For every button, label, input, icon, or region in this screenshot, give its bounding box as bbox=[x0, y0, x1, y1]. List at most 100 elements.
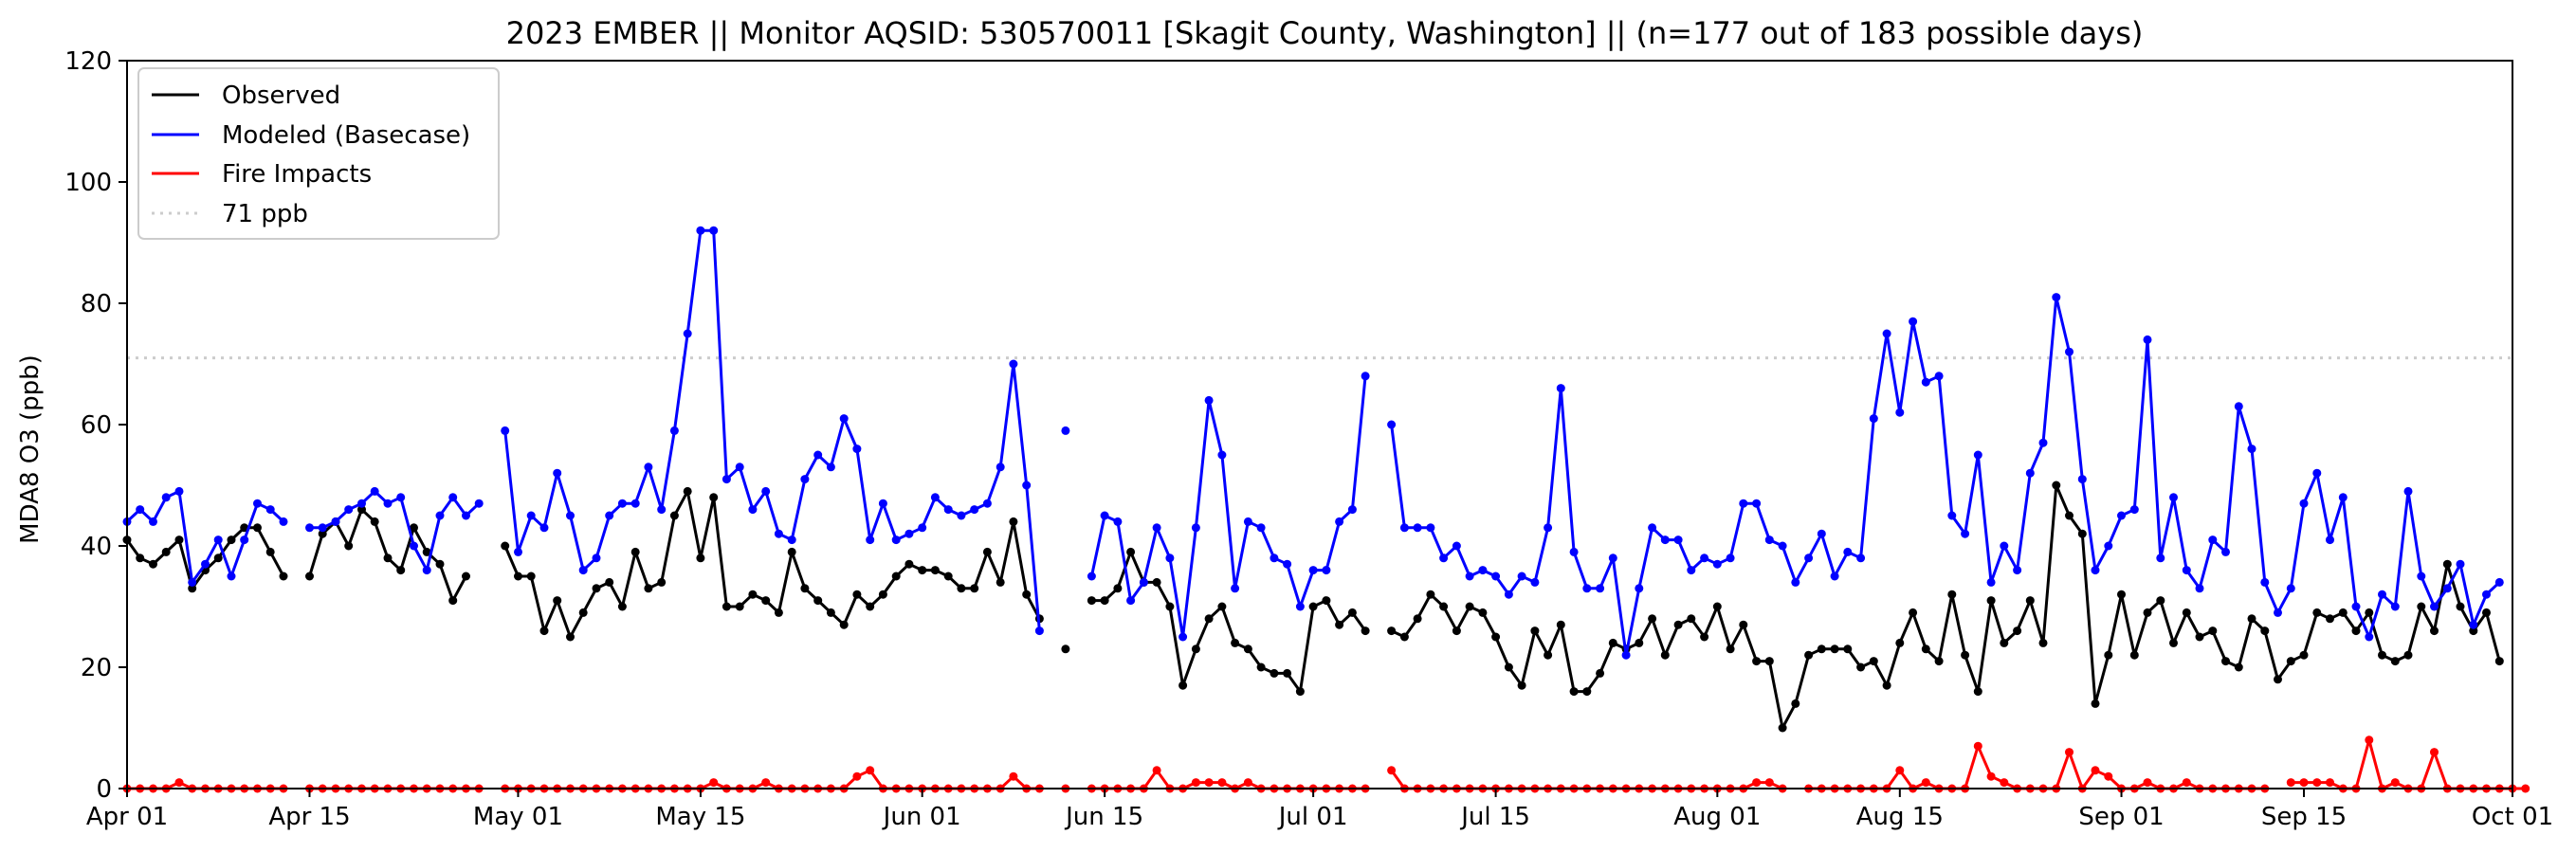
data-point-observed bbox=[174, 535, 184, 545]
data-point-observed bbox=[553, 596, 562, 606]
data-point-modeled-basecase bbox=[1582, 584, 1592, 593]
data-point-modeled-basecase bbox=[1204, 395, 1214, 405]
data-point-modeled-basecase bbox=[800, 475, 810, 484]
chart-title: 2023 EMBER || Monitor AQSID: 530570011 [… bbox=[506, 15, 2144, 51]
data-point-modeled-basecase bbox=[1556, 384, 1565, 393]
x-tick-label: Aug 15 bbox=[1856, 803, 1944, 831]
data-point-modeled-basecase bbox=[996, 463, 1005, 472]
data-point-modeled-basecase bbox=[957, 511, 966, 520]
data-point-observed bbox=[1504, 662, 1513, 672]
data-point-modeled-basecase bbox=[918, 523, 927, 533]
series-line-modeled-basecase bbox=[309, 489, 481, 572]
data-point-modeled-basecase bbox=[1596, 584, 1605, 593]
data-point-modeled-basecase bbox=[1034, 626, 1044, 636]
data-point-modeled-basecase bbox=[2117, 511, 2126, 520]
data-point-modeled-basecase bbox=[1843, 547, 1853, 556]
data-point-observed bbox=[1491, 632, 1501, 642]
data-point-modeled-basecase bbox=[1426, 523, 1435, 533]
data-point-observed bbox=[657, 577, 667, 587]
data-point-modeled-basecase bbox=[2456, 559, 2465, 569]
data-point-modeled-basecase bbox=[1139, 577, 1148, 587]
data-point-observed bbox=[2234, 662, 2243, 672]
data-point-observed bbox=[1673, 620, 1683, 629]
data-point-modeled-basecase bbox=[1804, 554, 1814, 563]
data-point-modeled-basecase bbox=[462, 511, 470, 520]
data-point-fire-impacts bbox=[866, 766, 875, 775]
data-point-observed bbox=[1165, 602, 1175, 611]
data-point-observed bbox=[435, 559, 445, 569]
data-point-observed bbox=[161, 547, 171, 556]
data-point-observed bbox=[1700, 632, 1709, 642]
data-point-observed bbox=[2390, 657, 2400, 666]
data-point-observed bbox=[2338, 608, 2348, 617]
data-point-observed bbox=[1648, 614, 1657, 624]
data-point-modeled-basecase bbox=[630, 499, 640, 508]
data-point-modeled-basecase bbox=[709, 226, 719, 235]
data-point-observed bbox=[1973, 687, 1982, 697]
data-point-modeled-basecase bbox=[514, 547, 522, 556]
data-point-modeled-basecase bbox=[592, 554, 601, 563]
data-point-observed bbox=[2482, 608, 2491, 617]
data-point-fire-impacts bbox=[2091, 766, 2100, 775]
data-point-modeled-basecase bbox=[2326, 535, 2334, 545]
data-point-modeled-basecase bbox=[410, 541, 418, 551]
data-point-modeled-basecase bbox=[1752, 499, 1762, 508]
data-point-observed bbox=[839, 620, 849, 629]
data-point-modeled-basecase bbox=[2299, 499, 2309, 508]
data-point-observed bbox=[1439, 602, 1449, 611]
data-point-observed bbox=[2274, 675, 2282, 684]
data-point-observed bbox=[279, 572, 288, 581]
data-point-modeled-basecase bbox=[1452, 541, 1461, 551]
data-point-observed bbox=[2013, 626, 2022, 636]
data-point-modeled-basecase bbox=[1191, 523, 1200, 533]
data-point-fire-impacts bbox=[1009, 771, 1018, 781]
x-tick-label: Jun 01 bbox=[882, 803, 961, 831]
data-point-modeled-basecase bbox=[1673, 535, 1683, 545]
data-point-modeled-basecase bbox=[136, 505, 145, 515]
data-point-observed bbox=[1909, 608, 1918, 617]
data-point-modeled-basecase bbox=[566, 511, 575, 520]
series-line-fire-impacts bbox=[1808, 744, 2265, 790]
data-point-modeled-basecase bbox=[2274, 608, 2282, 617]
data-point-modeled-basecase bbox=[2247, 445, 2256, 454]
data-point-modeled-basecase bbox=[669, 426, 679, 435]
data-point-modeled-basecase bbox=[2182, 566, 2191, 575]
data-point-observed bbox=[422, 547, 431, 556]
data-point-modeled-basecase bbox=[904, 529, 914, 538]
data-point-observed bbox=[357, 505, 366, 515]
data-point-modeled-basecase bbox=[318, 523, 327, 533]
data-point-modeled-basecase bbox=[1530, 577, 1540, 587]
data-point-modeled-basecase bbox=[1817, 529, 1826, 538]
data-point-modeled-basecase bbox=[2195, 584, 2204, 593]
data-point-modeled-basecase bbox=[2065, 347, 2074, 356]
data-point-observed bbox=[630, 547, 640, 556]
data-point-observed bbox=[1243, 644, 1252, 654]
data-point-observed bbox=[1022, 590, 1032, 599]
data-point-observed bbox=[1687, 614, 1696, 624]
data-point-observed bbox=[1178, 681, 1188, 690]
data-point-observed bbox=[2052, 481, 2061, 490]
data-point-observed bbox=[878, 590, 887, 599]
data-point-observed bbox=[2365, 608, 2374, 617]
data-point-modeled-basecase bbox=[1061, 426, 1070, 435]
data-point-observed bbox=[1347, 608, 1357, 617]
data-point-modeled-basecase bbox=[1986, 577, 1996, 587]
data-point-observed bbox=[1530, 626, 1540, 636]
data-point-modeled-basecase bbox=[1399, 523, 1409, 533]
data-point-modeled-basecase bbox=[1347, 505, 1357, 515]
data-point-modeled-basecase bbox=[1361, 372, 1370, 381]
data-point-observed bbox=[1556, 620, 1565, 629]
data-point-fire-impacts bbox=[2299, 778, 2309, 788]
data-point-observed bbox=[1465, 602, 1474, 611]
data-point-observed bbox=[1596, 668, 1605, 678]
data-point-observed bbox=[1804, 650, 1814, 660]
data-point-observed bbox=[1947, 590, 1957, 599]
x-tick-label: Jul 15 bbox=[1459, 803, 1530, 831]
data-point-modeled-basecase bbox=[1726, 554, 1735, 563]
data-point-observed bbox=[2417, 602, 2426, 611]
data-point-modeled-basecase bbox=[539, 523, 549, 533]
data-point-modeled-basecase bbox=[1295, 602, 1305, 611]
data-point-observed bbox=[1752, 657, 1762, 666]
data-point-modeled-basecase bbox=[1231, 584, 1240, 593]
